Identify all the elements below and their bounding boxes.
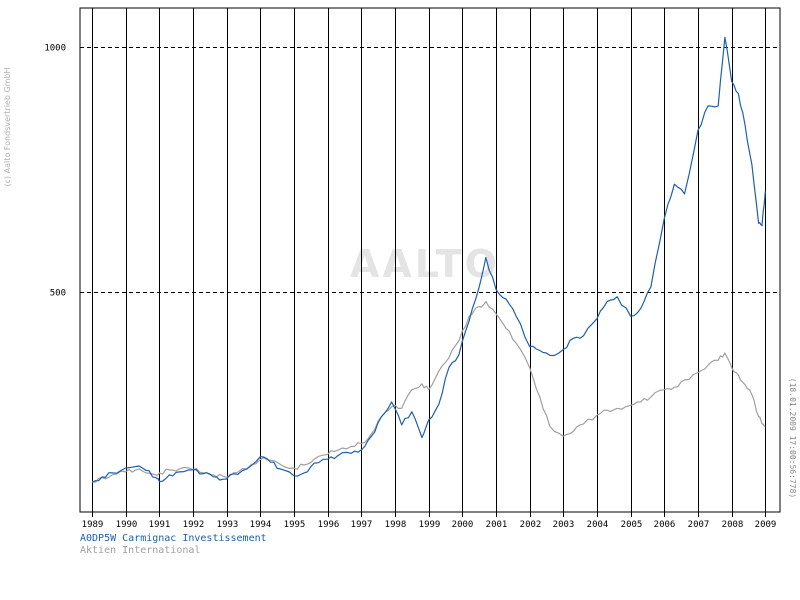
x-tick-label: 2000 (452, 520, 474, 530)
x-tick-label: 1999 (419, 520, 441, 530)
x-tick-label: 1993 (217, 520, 239, 530)
x-tick-label: 2001 (486, 520, 508, 530)
x-tick-label: 2002 (520, 520, 542, 530)
x-tick-label: 2008 (722, 520, 744, 530)
x-axis-ticks: 1989 1990 1991 1992 1993 1994 1995 1996 1997 1998… (82, 512, 777, 530)
y-tick-label: 500 (50, 289, 66, 299)
vertical-grid (92, 8, 766, 512)
legend-item-primary: A0DP5W Carmignac Investissement (80, 533, 267, 544)
x-tick-label: 1998 (385, 520, 407, 530)
watermark-logo: AALTO (350, 242, 500, 286)
x-tick-label: 1990 (116, 520, 138, 530)
timestamp-text: (18.01.2009 17:00:56:778) (788, 378, 797, 498)
x-tick-label: 1989 (82, 520, 104, 530)
x-tick-label: 2009 (755, 520, 777, 530)
x-tick-label: 1991 (149, 520, 171, 530)
copyright-text: (c) Aalto Fondsvertrieb GmbH (3, 67, 12, 186)
legend-item-secondary: Aktien International (80, 545, 201, 556)
x-tick-label: 2007 (688, 520, 710, 530)
x-tick-label: 1996 (318, 520, 340, 530)
y-tick-label: 1000 (44, 44, 66, 54)
horizontal-grid (80, 47, 780, 293)
x-tick-label: 1997 (351, 520, 373, 530)
x-tick-label: 2005 (621, 520, 643, 530)
x-tick-label: 1995 (284, 520, 306, 530)
x-tick-label: 2003 (553, 520, 575, 530)
series-line-primary (91, 36, 766, 484)
x-tick-label: 2006 (654, 520, 676, 530)
x-tick-label: 1994 (250, 520, 272, 530)
x-tick-label: 1992 (183, 520, 205, 530)
x-tick-label: 2004 (587, 520, 609, 530)
series-layer (91, 36, 766, 484)
y-axis-ticks: 500 1000 (44, 44, 66, 299)
